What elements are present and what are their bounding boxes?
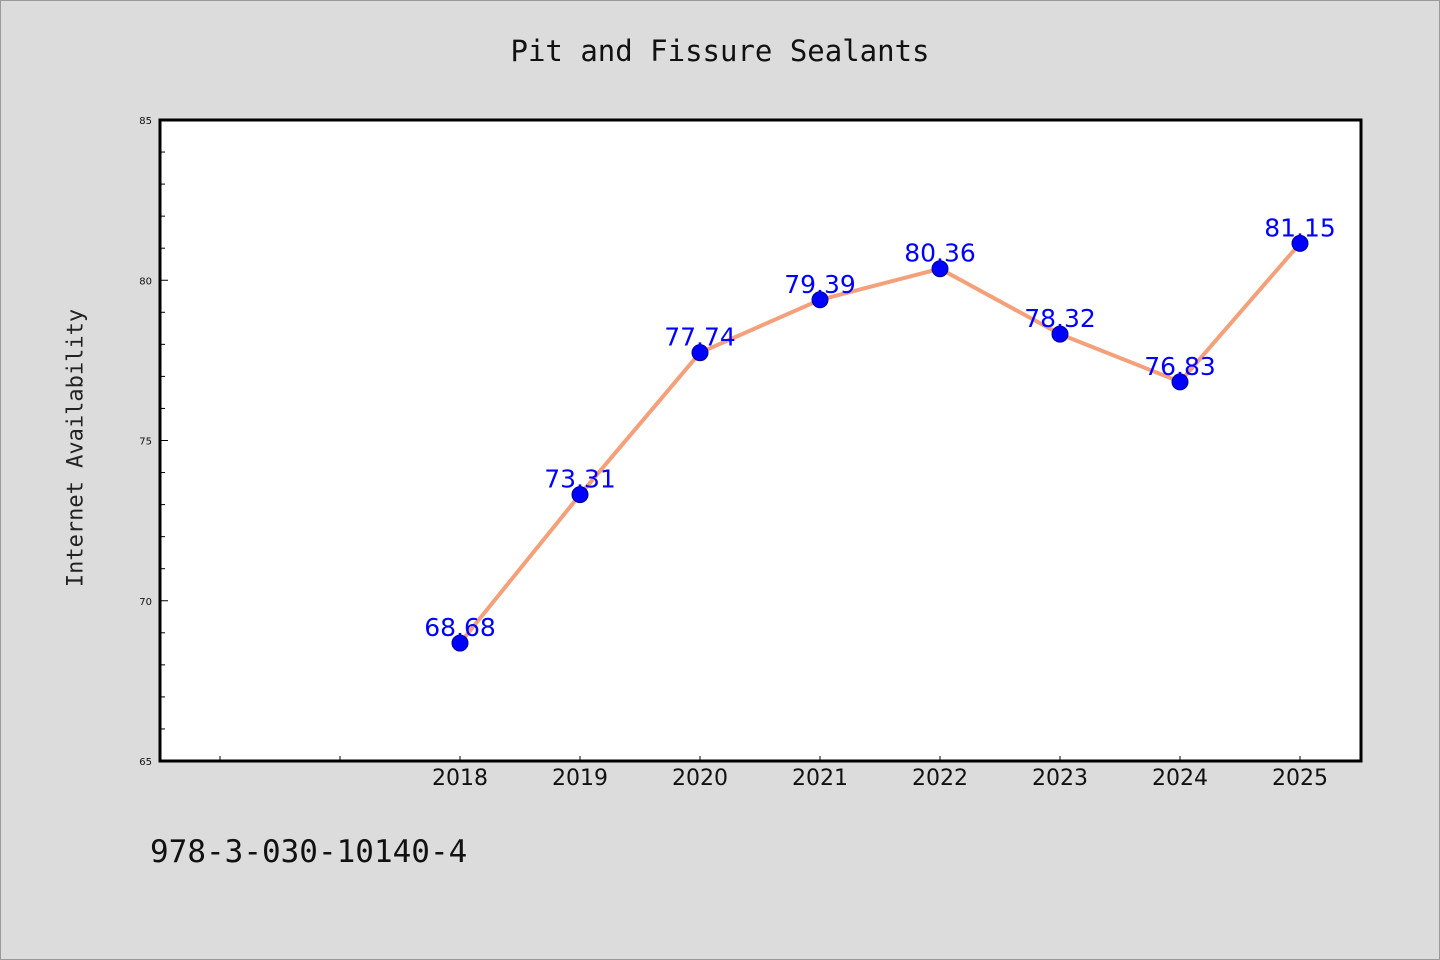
y-tick-label: 70 bbox=[139, 597, 152, 608]
data-point bbox=[571, 486, 589, 504]
data-label: 68.68 bbox=[424, 613, 496, 642]
x-tick-label: 2024 bbox=[1152, 766, 1208, 791]
y-tick-label: 80 bbox=[139, 276, 152, 287]
x-tick-label: 2023 bbox=[1032, 766, 1088, 791]
x-tick-label: 2025 bbox=[1272, 766, 1328, 791]
x-tick-label: 2020 bbox=[672, 766, 728, 791]
data-point bbox=[811, 291, 829, 309]
plot-area bbox=[158, 118, 1363, 763]
data-label: 78.32 bbox=[1024, 304, 1096, 333]
data-point bbox=[1291, 234, 1309, 252]
y-tick-label: 65 bbox=[139, 757, 152, 768]
data-point bbox=[931, 260, 949, 278]
data-label: 80.36 bbox=[904, 239, 976, 268]
data-label: 81.15 bbox=[1264, 213, 1336, 242]
data-label: 77.74 bbox=[664, 323, 736, 352]
data-label: 79.39 bbox=[784, 270, 856, 299]
x-tick-label: 2021 bbox=[792, 766, 848, 791]
data-point bbox=[1171, 373, 1189, 391]
data-label: 76.83 bbox=[1144, 352, 1216, 381]
x-axis-ticks: 2018 2019 2020 2021 2022 2023 2024 2025 bbox=[219, 756, 1328, 791]
chart-title: Pit and Fissure Sealants bbox=[510, 34, 930, 68]
data-point bbox=[1051, 325, 1069, 343]
x-tick-label: 2018 bbox=[432, 766, 488, 791]
data-points bbox=[451, 234, 1309, 652]
y-axis-ticks: 65 70 75 80 85 bbox=[139, 116, 168, 768]
series-line bbox=[458, 242, 1302, 645]
y-tick-label: 75 bbox=[139, 437, 152, 448]
data-labels: 68.68 73.31 77.74 79.39 80.36 78.32 76.83 81.15 bbox=[424, 213, 1336, 642]
data-label: 73.31 bbox=[544, 465, 616, 494]
isbn-code: 978-3-030-10140-4 bbox=[150, 834, 468, 870]
y-tick-label: 85 bbox=[139, 116, 152, 127]
data-point bbox=[691, 344, 709, 362]
x-tick-label: 2019 bbox=[552, 766, 608, 791]
x-tick-label: 2022 bbox=[912, 766, 968, 791]
data-point bbox=[451, 634, 469, 652]
